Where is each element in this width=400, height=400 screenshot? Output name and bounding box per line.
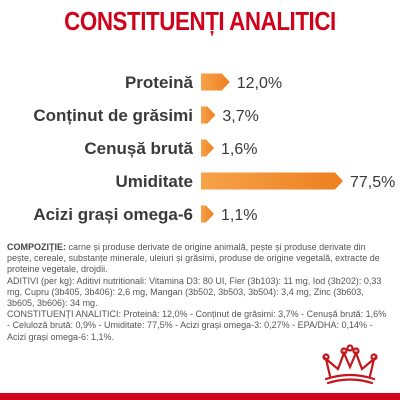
composition-label: COMPOZIȚIE: — [7, 242, 66, 252]
bottom-accent-line — [0, 393, 400, 400]
category-label: Proteină — [125, 73, 194, 92]
page-title: CONSTITUENȚI ANALITICI — [64, 6, 336, 36]
category-label: Conținut de grăsimi — [33, 106, 193, 125]
value-label: 1,6% — [221, 141, 257, 158]
value-label: 1,1% — [221, 207, 257, 224]
category-label: Acizi grași omega-6 — [33, 205, 193, 224]
value-label: 3,7% — [222, 108, 258, 125]
bar — [201, 106, 216, 124]
analytic-constituents-chart: Proteină 12,0% Conținut de grăsimi 3,7% Cenu… — [33, 73, 395, 224]
composition-line: COMPOZIȚIE: carne și produse derivate de… — [7, 242, 391, 276]
category-label: Cenușă brută — [84, 139, 193, 158]
value-label: 12,0% — [237, 75, 282, 92]
value-label: 77,5% — [350, 174, 395, 191]
bar — [201, 172, 343, 190]
constituents-text: CONSTITUENȚI ANALITICI: Proteină: 12,0% … — [7, 309, 387, 342]
category-label: Umiditate — [116, 172, 193, 191]
additives-text: ADITIVI (per kg): Aditivi nutritionali: … — [7, 275, 382, 309]
royal-crown-icon — [322, 344, 378, 385]
composition-text: carne și produse derivate de origine ani… — [7, 242, 380, 275]
bar — [201, 139, 214, 157]
bar — [201, 205, 214, 223]
bar — [201, 73, 230, 91]
composition-text-block: COMPOZIȚIE: carne și produse derivate de… — [7, 242, 391, 343]
